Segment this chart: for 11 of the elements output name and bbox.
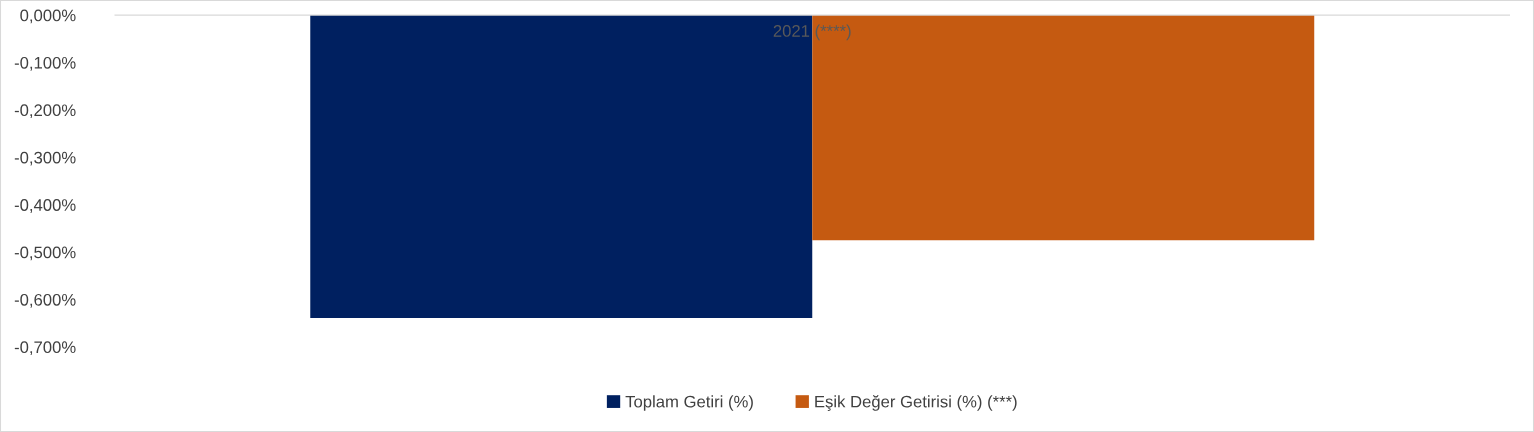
y-tick-label: -0,600% [14, 293, 76, 308]
y-tick-label: -0,400% [14, 199, 76, 213]
y-tick-label: -0,200% [14, 104, 76, 119]
legend-label: Toplam Getiri (%) [625, 395, 753, 411]
legend-label: Eşik Değer Getirisi (%) (***) [815, 395, 1017, 411]
x-tick-label: 2021 (****) [773, 24, 851, 41]
y-tick-label: -0,100% [14, 56, 76, 71]
y-tick-label: 0,000% [20, 9, 76, 24]
y-tick-label: -0,700% [14, 341, 76, 356]
y-tick-label: -0,500% [14, 246, 76, 261]
y-tick-label: -0,300% [14, 151, 76, 166]
